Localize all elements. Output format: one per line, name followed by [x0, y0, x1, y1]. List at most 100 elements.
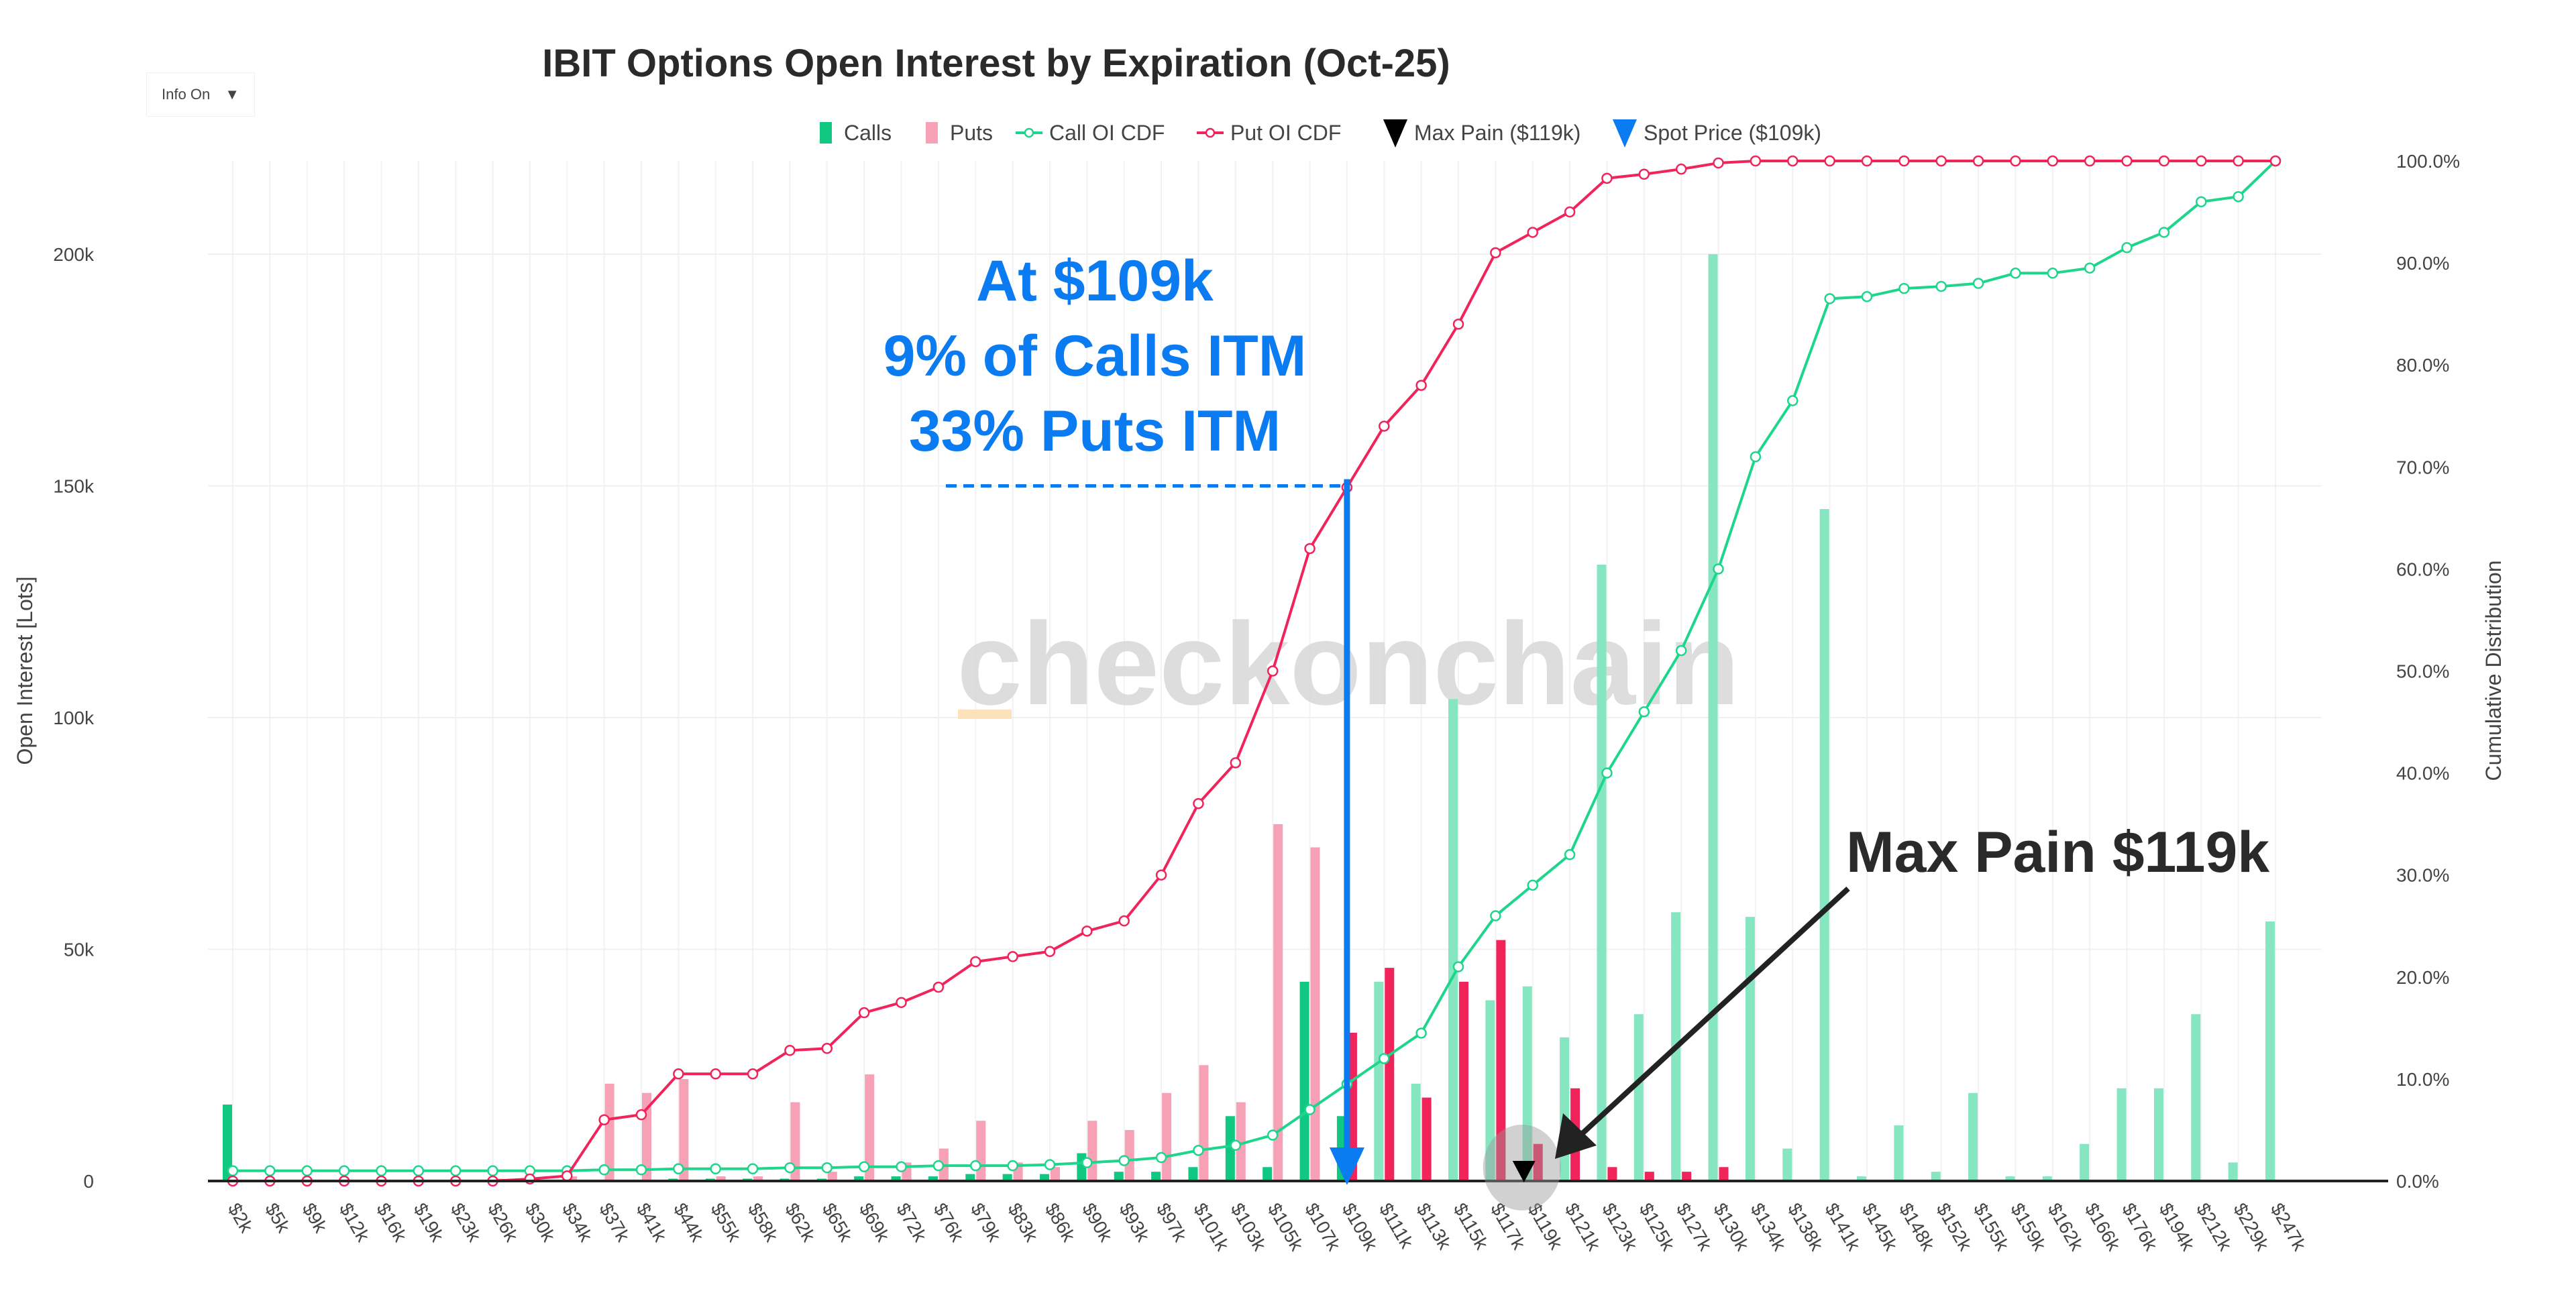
y2-tick-label: 0.0%: [2396, 1171, 2439, 1192]
x-tick-label: $55k: [707, 1200, 746, 1246]
call-cdf-point: [301, 1165, 313, 1177]
put-cdf-point: [1193, 797, 1204, 809]
put-cdf-point: [2047, 155, 2059, 167]
call-bar: [1708, 254, 1718, 1181]
call-bar: [1002, 1174, 1012, 1181]
call-cdf-line: [233, 160, 2277, 1172]
legend-item[interactable]: Put OI CDF: [1197, 121, 1341, 145]
call-cdf-point: [1972, 278, 1984, 289]
call-bar: [2042, 1176, 2052, 1181]
put-bar: [604, 1083, 614, 1181]
call-cdf-point: [598, 1164, 610, 1176]
put-cdf-point: [1007, 951, 1018, 962]
y-tick-label: 150k: [53, 476, 95, 497]
call-cdf-point: [710, 1163, 721, 1174]
call-cdf-point: [970, 1160, 981, 1172]
call-cdf-point: [1044, 1159, 1056, 1170]
put-cdf-point: [1713, 157, 1724, 169]
put-cdf-line: [233, 160, 2275, 1182]
y2-tick-label: 30.0%: [2396, 865, 2449, 886]
legend-label: Max Pain ($119k): [1414, 121, 1580, 145]
legend-item[interactable]: Calls: [820, 121, 892, 145]
call-cdf-point: [1230, 1139, 1242, 1151]
x-tick-label: $229k: [2229, 1200, 2273, 1255]
annotations: At $109k 9% of Calls ITM 33% Puts ITM Ma…: [883, 249, 2269, 1211]
call-cdf-point: [264, 1165, 276, 1177]
y-tick-label: 50k: [64, 940, 95, 960]
call-cdf-point: [858, 1161, 870, 1172]
x-tick-label: $37k: [595, 1200, 634, 1246]
x-tick-label: $65k: [818, 1200, 857, 1246]
call-cdf-point: [784, 1162, 796, 1174]
x-tick-label: $176k: [2118, 1200, 2161, 1255]
legend-item[interactable]: Call OI CDF: [1016, 121, 1165, 145]
call-cdf-point: [1898, 282, 1910, 294]
legend-label: Spot Price ($109k): [1644, 121, 1821, 145]
call-bar: [1819, 509, 1829, 1181]
legend-item[interactable]: Puts: [926, 121, 993, 145]
call-bar: [2191, 1014, 2201, 1181]
legend-item[interactable]: Max Pain ($119k): [1383, 119, 1580, 148]
grid: [208, 161, 2321, 1182]
put-bar: [1607, 1167, 1617, 1181]
call-bar: [223, 1104, 232, 1181]
y2-tick-label: 50.0%: [2396, 661, 2449, 682]
call-bar: [1560, 1037, 1570, 1181]
call-bar: [928, 1176, 938, 1181]
put-bar: [1051, 1167, 1060, 1181]
call-cdf-point: [2121, 242, 2133, 254]
y2-axis-label: Cumulative Distribution: [2481, 560, 2506, 781]
put-cdf-point: [747, 1068, 759, 1080]
call-bar: [1151, 1172, 1161, 1181]
call-bar: [1225, 1116, 1235, 1181]
x-tick-label: $107k: [1301, 1200, 1344, 1255]
x-tick-label: $134k: [1747, 1200, 1790, 1255]
y2-tick-label: 60.0%: [2396, 559, 2449, 579]
put-bar: [827, 1172, 837, 1181]
put-cdf-point: [1824, 155, 1835, 167]
legend-item[interactable]: Spot Price ($109k): [1613, 119, 1821, 148]
call-cdf-point: [449, 1165, 462, 1177]
put-bar: [568, 1176, 578, 1181]
x-tick-label: $166k: [2081, 1200, 2125, 1255]
put-bar: [1459, 981, 1468, 1181]
put-cdf-point: [2269, 155, 2282, 167]
spot-annotation-line-2: 9% of Calls ITM: [883, 324, 1307, 388]
legend-swatch: [820, 122, 832, 144]
call-bar: [1411, 1083, 1421, 1181]
x-tick-label: $19k: [410, 1200, 449, 1246]
call-cdf-point: [896, 1161, 907, 1172]
call-bar: [1114, 1172, 1124, 1181]
legend-marker: [1024, 127, 1034, 138]
call-cdf-point: [1081, 1157, 1093, 1168]
put-bar: [790, 1102, 800, 1181]
info-dropdown[interactable]: Info On ▼: [146, 72, 255, 117]
x-tick-label: $125k: [1635, 1200, 1679, 1255]
put-cdf-point: [2121, 155, 2133, 167]
call-cdf-point: [1007, 1160, 1018, 1172]
max-pain-arrowhead-icon: [1555, 1113, 1597, 1159]
y2-tick-label: 100.0%: [2396, 151, 2460, 172]
call-cdf-point: [2196, 196, 2207, 208]
y2-tick-label: 80.0%: [2396, 355, 2449, 376]
call-bar: [891, 1176, 901, 1181]
x-tick-label: $145k: [1858, 1200, 1902, 1255]
put-cdf-point: [598, 1114, 610, 1125]
put-bar: [1199, 1065, 1209, 1181]
x-tick-label: $103k: [1227, 1200, 1271, 1255]
x-tick-label: $72k: [892, 1200, 931, 1246]
put-cdf-point: [2158, 155, 2170, 167]
call-cdf-point: [376, 1165, 387, 1177]
x-tick-label: $34k: [558, 1200, 597, 1246]
call-cdf-point: [1638, 706, 1650, 718]
x-tick-label: $93k: [1116, 1200, 1155, 1246]
put-cdf-point: [1675, 163, 1687, 175]
put-cdf-point: [1304, 543, 1316, 555]
put-bar: [976, 1121, 986, 1181]
put-cdf-point: [1155, 869, 1167, 881]
put-bar: [1236, 1102, 1246, 1181]
y-axis-label: Open Interest [Lots]: [13, 576, 37, 765]
legend-label: Put OI CDF: [1230, 121, 1341, 145]
call-bar: [2265, 921, 2275, 1181]
call-cdf-point: [1155, 1151, 1167, 1164]
